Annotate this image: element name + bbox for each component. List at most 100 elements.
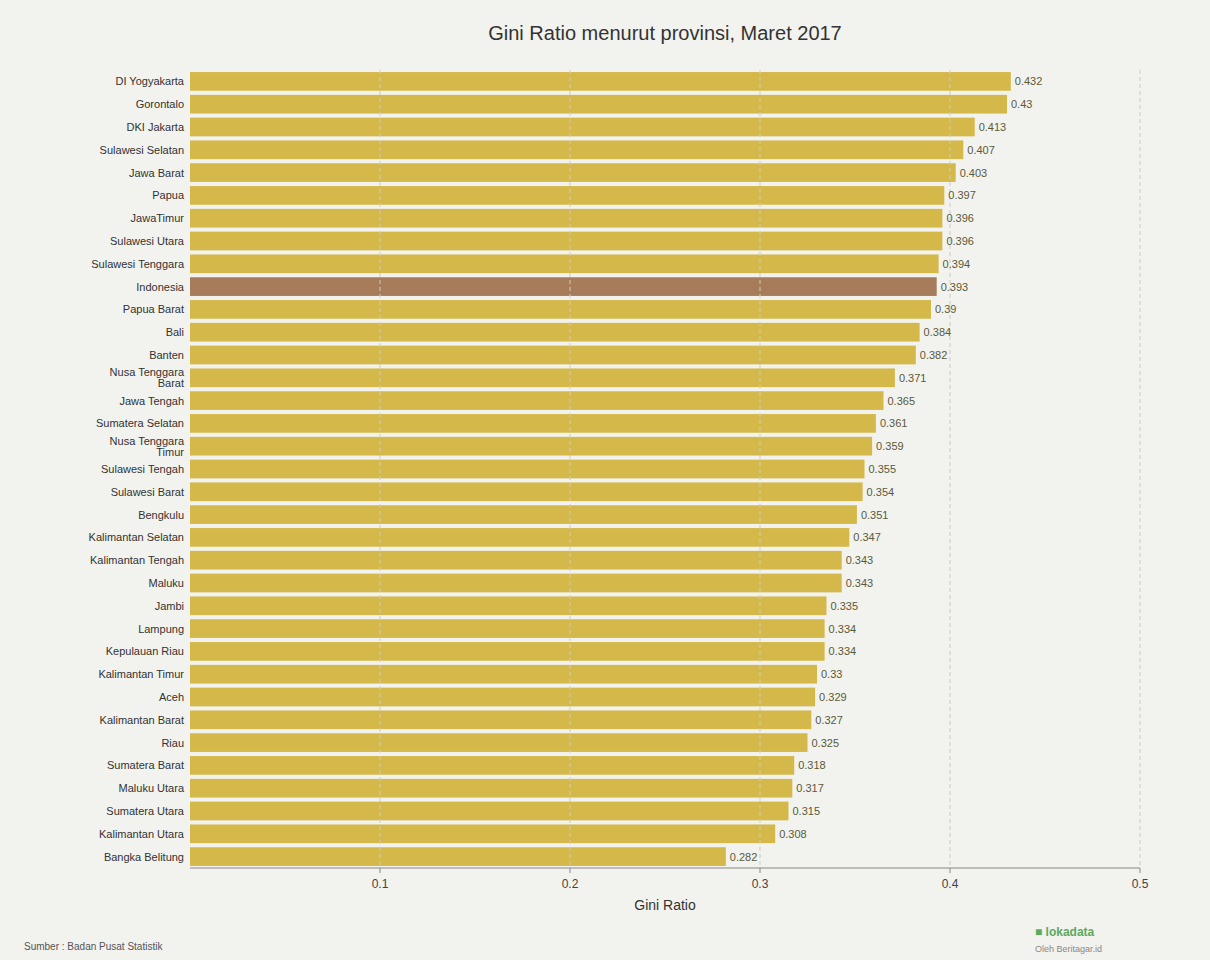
x-axis-line <box>190 868 1140 869</box>
category-label: Kalimantan Utara <box>99 828 185 840</box>
bar <box>190 460 865 479</box>
background <box>0 0 1210 960</box>
bar <box>190 551 842 570</box>
category-label: Jawa Tengah <box>119 395 184 407</box>
category-label-line: DI Yogyakarta <box>116 75 185 87</box>
tick-label: 0.4 <box>942 877 959 891</box>
category-label: Sulawesi Selatan <box>100 144 184 156</box>
category-label: Jambi <box>155 600 184 612</box>
bar <box>190 596 827 615</box>
category-label-line: Sulawesi Selatan <box>100 144 184 156</box>
tick-label: 0.2 <box>562 877 579 891</box>
bar <box>190 232 942 251</box>
category-label: Nusa TenggaraBarat <box>110 366 185 389</box>
grid-line <box>760 70 761 868</box>
annotation: Sumber : Badan Pusat Statistik <box>24 941 163 952</box>
grid-line <box>380 70 381 868</box>
bar <box>190 346 916 365</box>
category-label: Papua Barat <box>123 303 184 315</box>
category-label: Bangka Belitung <box>104 851 184 863</box>
bar <box>190 824 775 843</box>
data-label: 0.335 <box>831 600 859 612</box>
tick-label: 0.5 <box>1132 877 1149 891</box>
bar <box>190 482 863 501</box>
category-label: Maluku Utara <box>119 782 185 794</box>
category-label: Indonesia <box>136 281 185 293</box>
data-label: 0.334 <box>829 645 857 657</box>
category-label-line: Kalimantan Selatan <box>89 531 184 543</box>
bar <box>190 72 1011 91</box>
category-label-line: Kalimantan Tengah <box>90 554 184 566</box>
category-label: Sulawesi Barat <box>111 486 184 498</box>
category-label: Kepulauan Riau <box>106 645 184 657</box>
bar <box>190 209 942 228</box>
bar <box>190 254 939 273</box>
category-label: Kalimantan Selatan <box>89 531 184 543</box>
data-label: 0.355 <box>869 463 897 475</box>
category-label-line: Sulawesi Tenggara <box>91 258 185 270</box>
tick-label: 0.3 <box>752 877 769 891</box>
category-label-line: Sulawesi Tengah <box>101 463 184 475</box>
data-label: 0.407 <box>967 144 995 156</box>
data-label: 0.334 <box>829 623 857 635</box>
bar <box>190 505 857 524</box>
category-label-line: Sulawesi Barat <box>111 486 184 498</box>
data-label: 0.384 <box>924 326 952 338</box>
category-label-line: Banten <box>149 349 184 361</box>
category-label: Nusa TenggaraTimur <box>110 435 185 458</box>
chart: Gini Ratio menurut provinsi, Maret 20170… <box>0 0 1210 960</box>
category-label: DI Yogyakarta <box>116 75 185 87</box>
category-label-line: Barat <box>158 377 184 389</box>
data-label: 0.382 <box>920 349 948 361</box>
data-label: 0.359 <box>876 440 904 452</box>
category-label: Kalimantan Timur <box>98 668 184 680</box>
bar <box>190 802 789 821</box>
tick-mark <box>1140 868 1141 873</box>
bar <box>190 847 726 866</box>
category-label-line: Maluku Utara <box>119 782 185 794</box>
tick-mark <box>380 868 381 873</box>
category-label-line: Jambi <box>155 600 184 612</box>
data-label: 0.361 <box>880 417 908 429</box>
bars <box>190 72 1011 866</box>
x-axis-label: Gini Ratio <box>634 897 696 913</box>
bar <box>190 528 849 547</box>
data-label: 0.39 <box>935 303 956 315</box>
data-label: 0.33 <box>821 668 842 680</box>
data-label: 0.308 <box>779 828 807 840</box>
category-label-line: Kalimantan Barat <box>100 714 184 726</box>
category-label-line: Kalimantan Timur <box>98 668 184 680</box>
data-label: 0.396 <box>946 235 974 247</box>
category-label: Lampung <box>138 623 184 635</box>
data-label: 0.397 <box>948 189 976 201</box>
bar <box>190 323 920 342</box>
category-label-line: Sulawesi Utara <box>110 235 185 247</box>
category-label: Maluku <box>149 577 184 589</box>
tick-label: 0.1 <box>372 877 389 891</box>
data-label: 0.371 <box>899 372 927 384</box>
data-label: 0.43 <box>1011 98 1032 110</box>
category-label-line: Timur <box>156 446 184 458</box>
category-label-line: Bangka Belitung <box>104 851 184 863</box>
data-label: 0.403 <box>960 167 988 179</box>
bar <box>190 118 975 137</box>
data-label: 0.354 <box>867 486 895 498</box>
category-label-line: Kalimantan Utara <box>99 828 185 840</box>
data-label: 0.282 <box>730 851 758 863</box>
data-labels: 0.4320.430.4130.4070.4030.3970.3960.3960… <box>730 75 1043 862</box>
bar <box>190 619 825 638</box>
category-label: Bali <box>166 326 184 338</box>
bar <box>190 391 884 410</box>
category-label: Sumatera Utara <box>106 805 185 817</box>
category-label: Kalimantan Tengah <box>90 554 184 566</box>
y-labels: DI YogyakartaGorontaloDKI JakartaSulawes… <box>89 75 185 862</box>
data-label: 0.394 <box>943 258 971 270</box>
bar <box>190 574 842 593</box>
data-label: 0.413 <box>979 121 1007 133</box>
category-label: Gorontalo <box>136 98 184 110</box>
data-label: 0.347 <box>853 531 881 543</box>
category-label-line: Bali <box>166 326 184 338</box>
bar <box>190 665 817 684</box>
category-label-line: Aceh <box>159 691 184 703</box>
category-label-line: Papua Barat <box>123 303 184 315</box>
